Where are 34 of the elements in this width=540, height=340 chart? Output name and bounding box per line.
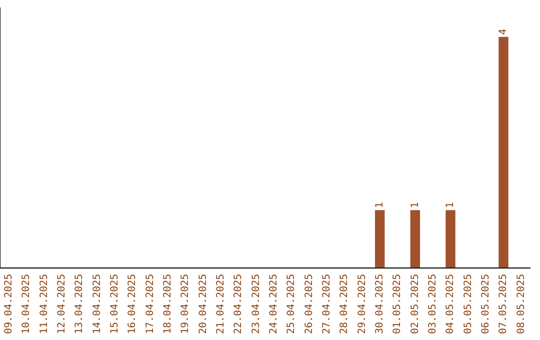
x-tick-label: 02.05.2025 — [410, 274, 421, 334]
x-tick-label: 28.04.2025 — [339, 274, 350, 334]
x-tick-label: 18.04.2025 — [162, 274, 174, 334]
x-tick-label: 23.04.2025 — [250, 274, 262, 334]
x-tick-label: 07.05.2025 — [498, 274, 510, 334]
x-tick-label: 05.05.2025 — [462, 274, 474, 334]
x-tick-label: 25.04.2025 — [286, 274, 298, 334]
x-tick-label: 08.05.2025 — [516, 274, 527, 334]
x-tick-label: 29.04.2025 — [356, 274, 368, 334]
x-tick-label: 03.05.2025 — [427, 274, 438, 334]
x-tick-label: 27.04.2025 — [321, 274, 332, 334]
x-tick-label: 17.04.2025 — [144, 274, 156, 334]
data-label: 4 — [498, 28, 510, 35]
x-tick-label: 30.04.2025 — [374, 274, 386, 334]
x-tick-label: 15.04.2025 — [109, 274, 120, 334]
x-tick-label: 12.04.2025 — [56, 274, 68, 334]
x-tick-label: 20.04.2025 — [198, 274, 209, 334]
x-tick-label: 19.04.2025 — [180, 274, 192, 334]
x-tick-label: 06.05.2025 — [480, 274, 492, 334]
x-tick-label: 09.04.2025 — [3, 274, 14, 334]
x-tick-label: 11.04.2025 — [38, 274, 50, 334]
x-tick-label: 01.05.2025 — [392, 274, 404, 334]
x-tick-label: 22.04.2025 — [233, 274, 244, 334]
data-label: 1 — [410, 202, 421, 208]
x-tick-label: 24.04.2025 — [268, 274, 280, 334]
x-tick-label: 04.05.2025 — [445, 274, 456, 334]
data-label: 1 — [445, 202, 456, 208]
data-label: 1 — [374, 202, 386, 208]
x-tick-label: 14.04.2025 — [92, 274, 103, 334]
x-tick-label: 26.04.2025 — [304, 274, 315, 334]
x-tick-label: 16.04.2025 — [127, 274, 138, 334]
x-tick-label: 13.04.2025 — [74, 274, 86, 334]
x-tick-label: 10.04.2025 — [21, 274, 32, 334]
x-tick-label: 21.04.2025 — [215, 274, 226, 334]
